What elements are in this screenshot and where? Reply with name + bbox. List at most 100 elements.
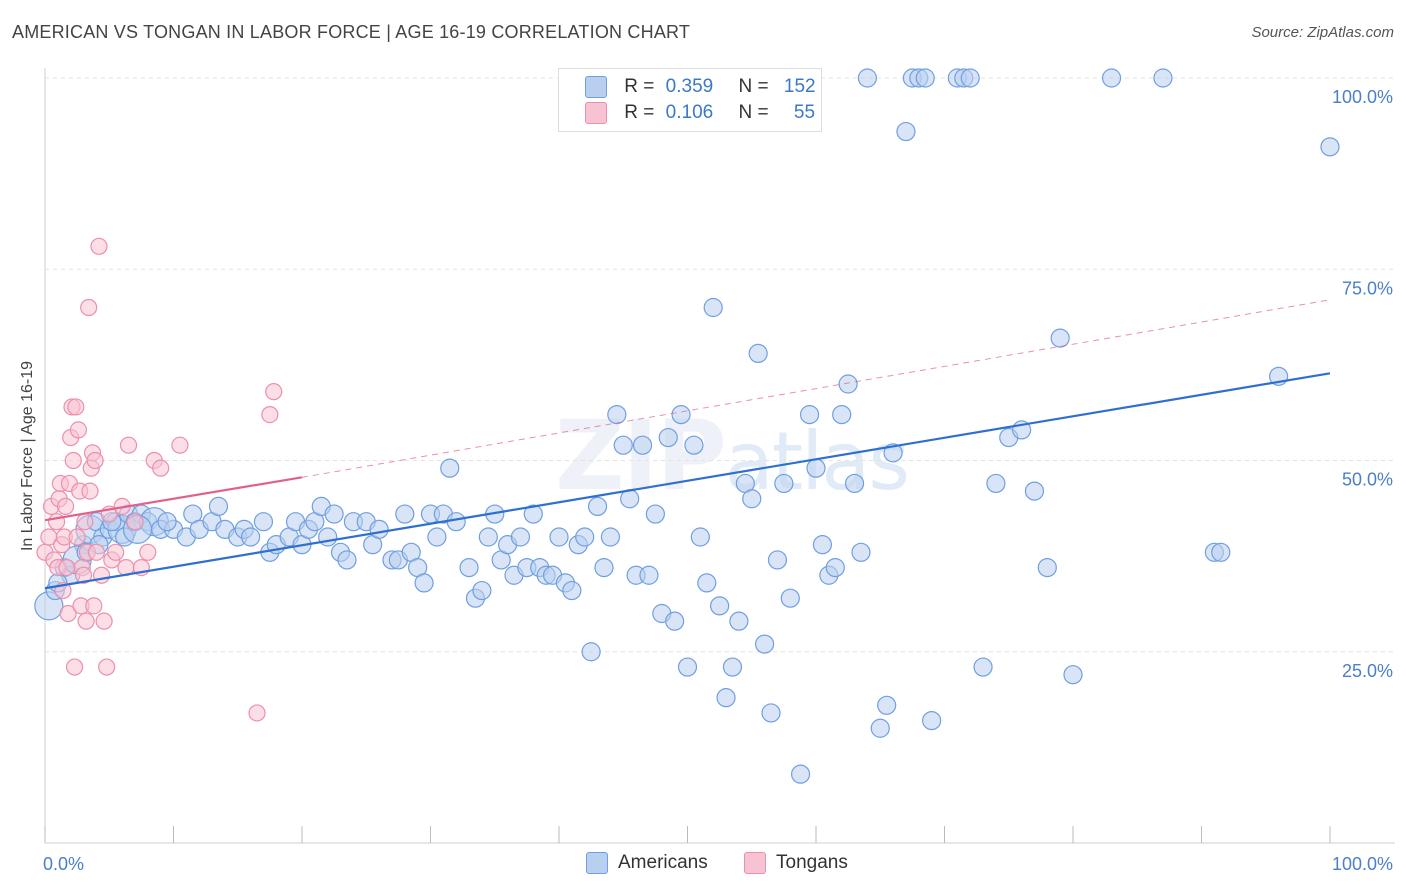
american-point (761, 703, 781, 723)
american-point (767, 550, 788, 570)
american-point (710, 596, 730, 616)
american-point (1063, 665, 1083, 685)
chart-title: AMERICAN VS TONGAN IN LABOR FORCE | AGE … (12, 22, 691, 42)
bottom-legend-label-tongans: Tongans (776, 852, 848, 873)
american-point (446, 512, 466, 532)
american-point (1037, 557, 1057, 578)
tongan-point (95, 612, 113, 630)
american-point (799, 405, 820, 425)
tongan-point (74, 566, 93, 584)
tongan-point (265, 383, 283, 401)
american-point (562, 580, 582, 601)
american-point (440, 458, 460, 478)
american-point (510, 527, 531, 547)
tongan-point (81, 482, 99, 500)
american-point (575, 527, 595, 547)
tongan-point (67, 398, 85, 416)
american-point (851, 542, 871, 562)
american-point (877, 695, 897, 715)
american-point (896, 121, 916, 142)
american-point (395, 504, 415, 524)
chart-source: Source: ZipAtlas.com (1251, 24, 1394, 41)
tongan-point (261, 406, 279, 424)
tongan-point (126, 513, 144, 531)
american-point (754, 634, 775, 654)
legend-row-tongans: R = 0.106 N = 55 (585, 102, 815, 126)
american-point (690, 527, 710, 547)
american-point (324, 504, 344, 524)
american-point (703, 297, 723, 318)
american-point (960, 68, 980, 88)
tongan-point (68, 528, 86, 546)
american-point (208, 496, 229, 516)
american-point (613, 435, 633, 455)
american-point (838, 374, 858, 394)
y-tick-label: 75.0% (1342, 278, 1393, 298)
american-point (549, 527, 569, 547)
legend-n-label: N = (738, 102, 769, 123)
tongans-trend-line (44, 476, 303, 522)
american-point (780, 588, 800, 608)
legend-r-label: R = (624, 102, 655, 123)
x-tick-label: 100.0% (1332, 854, 1393, 874)
american-point (1101, 68, 1122, 88)
american-point (677, 657, 698, 677)
american-point (581, 642, 601, 662)
american-point (157, 512, 177, 532)
american-point (716, 688, 736, 708)
legend-r-value-americans: 0.359 (665, 76, 714, 97)
american-point (253, 512, 274, 532)
american-point (1024, 481, 1045, 501)
tongan-point (64, 451, 82, 470)
american-point (883, 443, 903, 463)
american-point (600, 527, 621, 547)
tongan-point (152, 459, 170, 477)
american-point (472, 580, 492, 601)
american-point (774, 473, 794, 494)
tongan-point (248, 704, 266, 722)
tongan-point (92, 566, 111, 584)
tongan-point (59, 604, 77, 623)
tongan-point (80, 298, 98, 317)
american-point (665, 611, 685, 631)
american-point (1153, 68, 1173, 88)
y-tick-label: 100.0% (1332, 87, 1393, 107)
american-point (684, 435, 704, 455)
legend-r-label: R = (624, 76, 655, 97)
tongan-point (171, 436, 189, 454)
american-point (870, 718, 890, 738)
american-point (414, 573, 434, 593)
legend: R = 0.359 N = 152 R = 0.106 N = 55 (558, 68, 822, 132)
american-point (369, 519, 389, 539)
tongan-point (98, 658, 116, 676)
american-point (825, 557, 845, 578)
american-point (337, 550, 357, 570)
tongan-point (69, 421, 88, 439)
bottom-legend-tongans: Tongans (744, 852, 848, 874)
legend-swatch-americans (585, 76, 607, 98)
american-point (973, 657, 993, 677)
american-point (1211, 542, 1231, 562)
american-point (427, 527, 447, 547)
legend-row-americans: R = 0.359 N = 152 (585, 76, 816, 100)
bottom-legend-swatch-tongans (744, 852, 766, 874)
y-tick-label: 50.0% (1342, 470, 1393, 490)
american-point (812, 535, 833, 555)
tongan-point (107, 543, 125, 561)
american-point (748, 343, 768, 363)
tongan-point (90, 237, 108, 255)
american-point (241, 527, 261, 547)
american-point (697, 573, 717, 593)
american-point (729, 611, 749, 631)
american-point (645, 504, 665, 524)
american-point (639, 565, 659, 585)
bottom-legend-americans: Americans (586, 852, 708, 874)
bottom-legend-swatch-americans (586, 852, 608, 874)
tongan-point (65, 658, 84, 676)
legend-n-value-tongans: 55 (793, 102, 816, 123)
tongan-point (86, 451, 104, 470)
x-tick-label: 0.0% (43, 854, 84, 874)
american-point (587, 496, 608, 516)
american-point (722, 657, 743, 677)
